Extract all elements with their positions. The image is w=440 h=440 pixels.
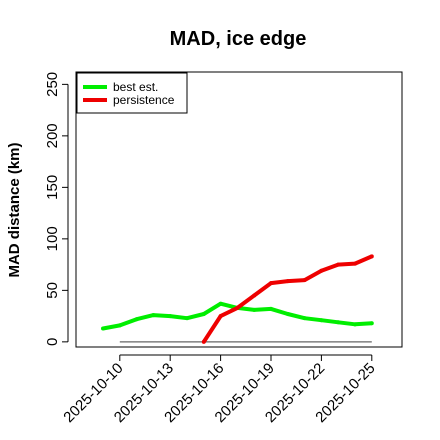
data-point-best-est	[201, 312, 206, 317]
data-point-best-est	[285, 312, 290, 317]
legend-box	[76, 72, 188, 114]
data-point-best-est	[252, 307, 257, 312]
data-point-persistence	[201, 339, 206, 344]
data-point-best-est	[117, 323, 122, 328]
y-tick-label: 0	[44, 338, 61, 346]
data-point-best-est	[269, 306, 273, 311]
data-point-persistence	[353, 261, 357, 266]
data-point-best-est	[101, 326, 105, 331]
series-line-persistence	[202, 254, 373, 343]
data-point-best-est	[319, 318, 324, 323]
y-tick-label: 150	[44, 175, 61, 200]
x-axis: 2025-10-102025-10-132025-10-162025-10-19…	[60, 354, 379, 426]
data-point-persistence	[369, 254, 374, 259]
data-point-persistence	[218, 314, 223, 319]
legend: best est.persistence	[76, 72, 188, 114]
data-point-best-est	[168, 314, 173, 319]
y-axis: 0 50 100 150 200 250	[44, 72, 69, 346]
y-tick-label: 50	[44, 282, 61, 299]
legend-label: persistence	[113, 93, 175, 107]
plot-area-frame	[75, 71, 403, 348]
y-tick-label: 200	[44, 123, 61, 148]
data-point-persistence	[319, 268, 324, 273]
data-point-persistence	[235, 305, 240, 310]
data-point-best-est	[185, 316, 189, 321]
data-point-best-est	[134, 317, 139, 322]
data-point-persistence	[285, 279, 290, 284]
data-point-persistence	[252, 293, 257, 298]
data-point-best-est	[218, 301, 223, 306]
y-tick-label: 250	[44, 72, 61, 97]
data-point-best-est	[336, 320, 341, 325]
y-tick-label: 100	[44, 226, 61, 251]
y-axis-label: MAD distance (km)	[6, 142, 23, 277]
data-point-best-est	[369, 321, 374, 326]
data-point-best-est	[353, 322, 357, 327]
data-point-best-est	[151, 313, 156, 318]
series-layer	[101, 254, 374, 344]
data-point-persistence	[336, 262, 341, 267]
legend-label: best est.	[113, 80, 158, 94]
data-point-best-est	[302, 316, 307, 321]
data-point-persistence	[269, 281, 273, 286]
chart-title: MAD, ice edge	[170, 28, 307, 50]
data-point-persistence	[302, 278, 307, 283]
